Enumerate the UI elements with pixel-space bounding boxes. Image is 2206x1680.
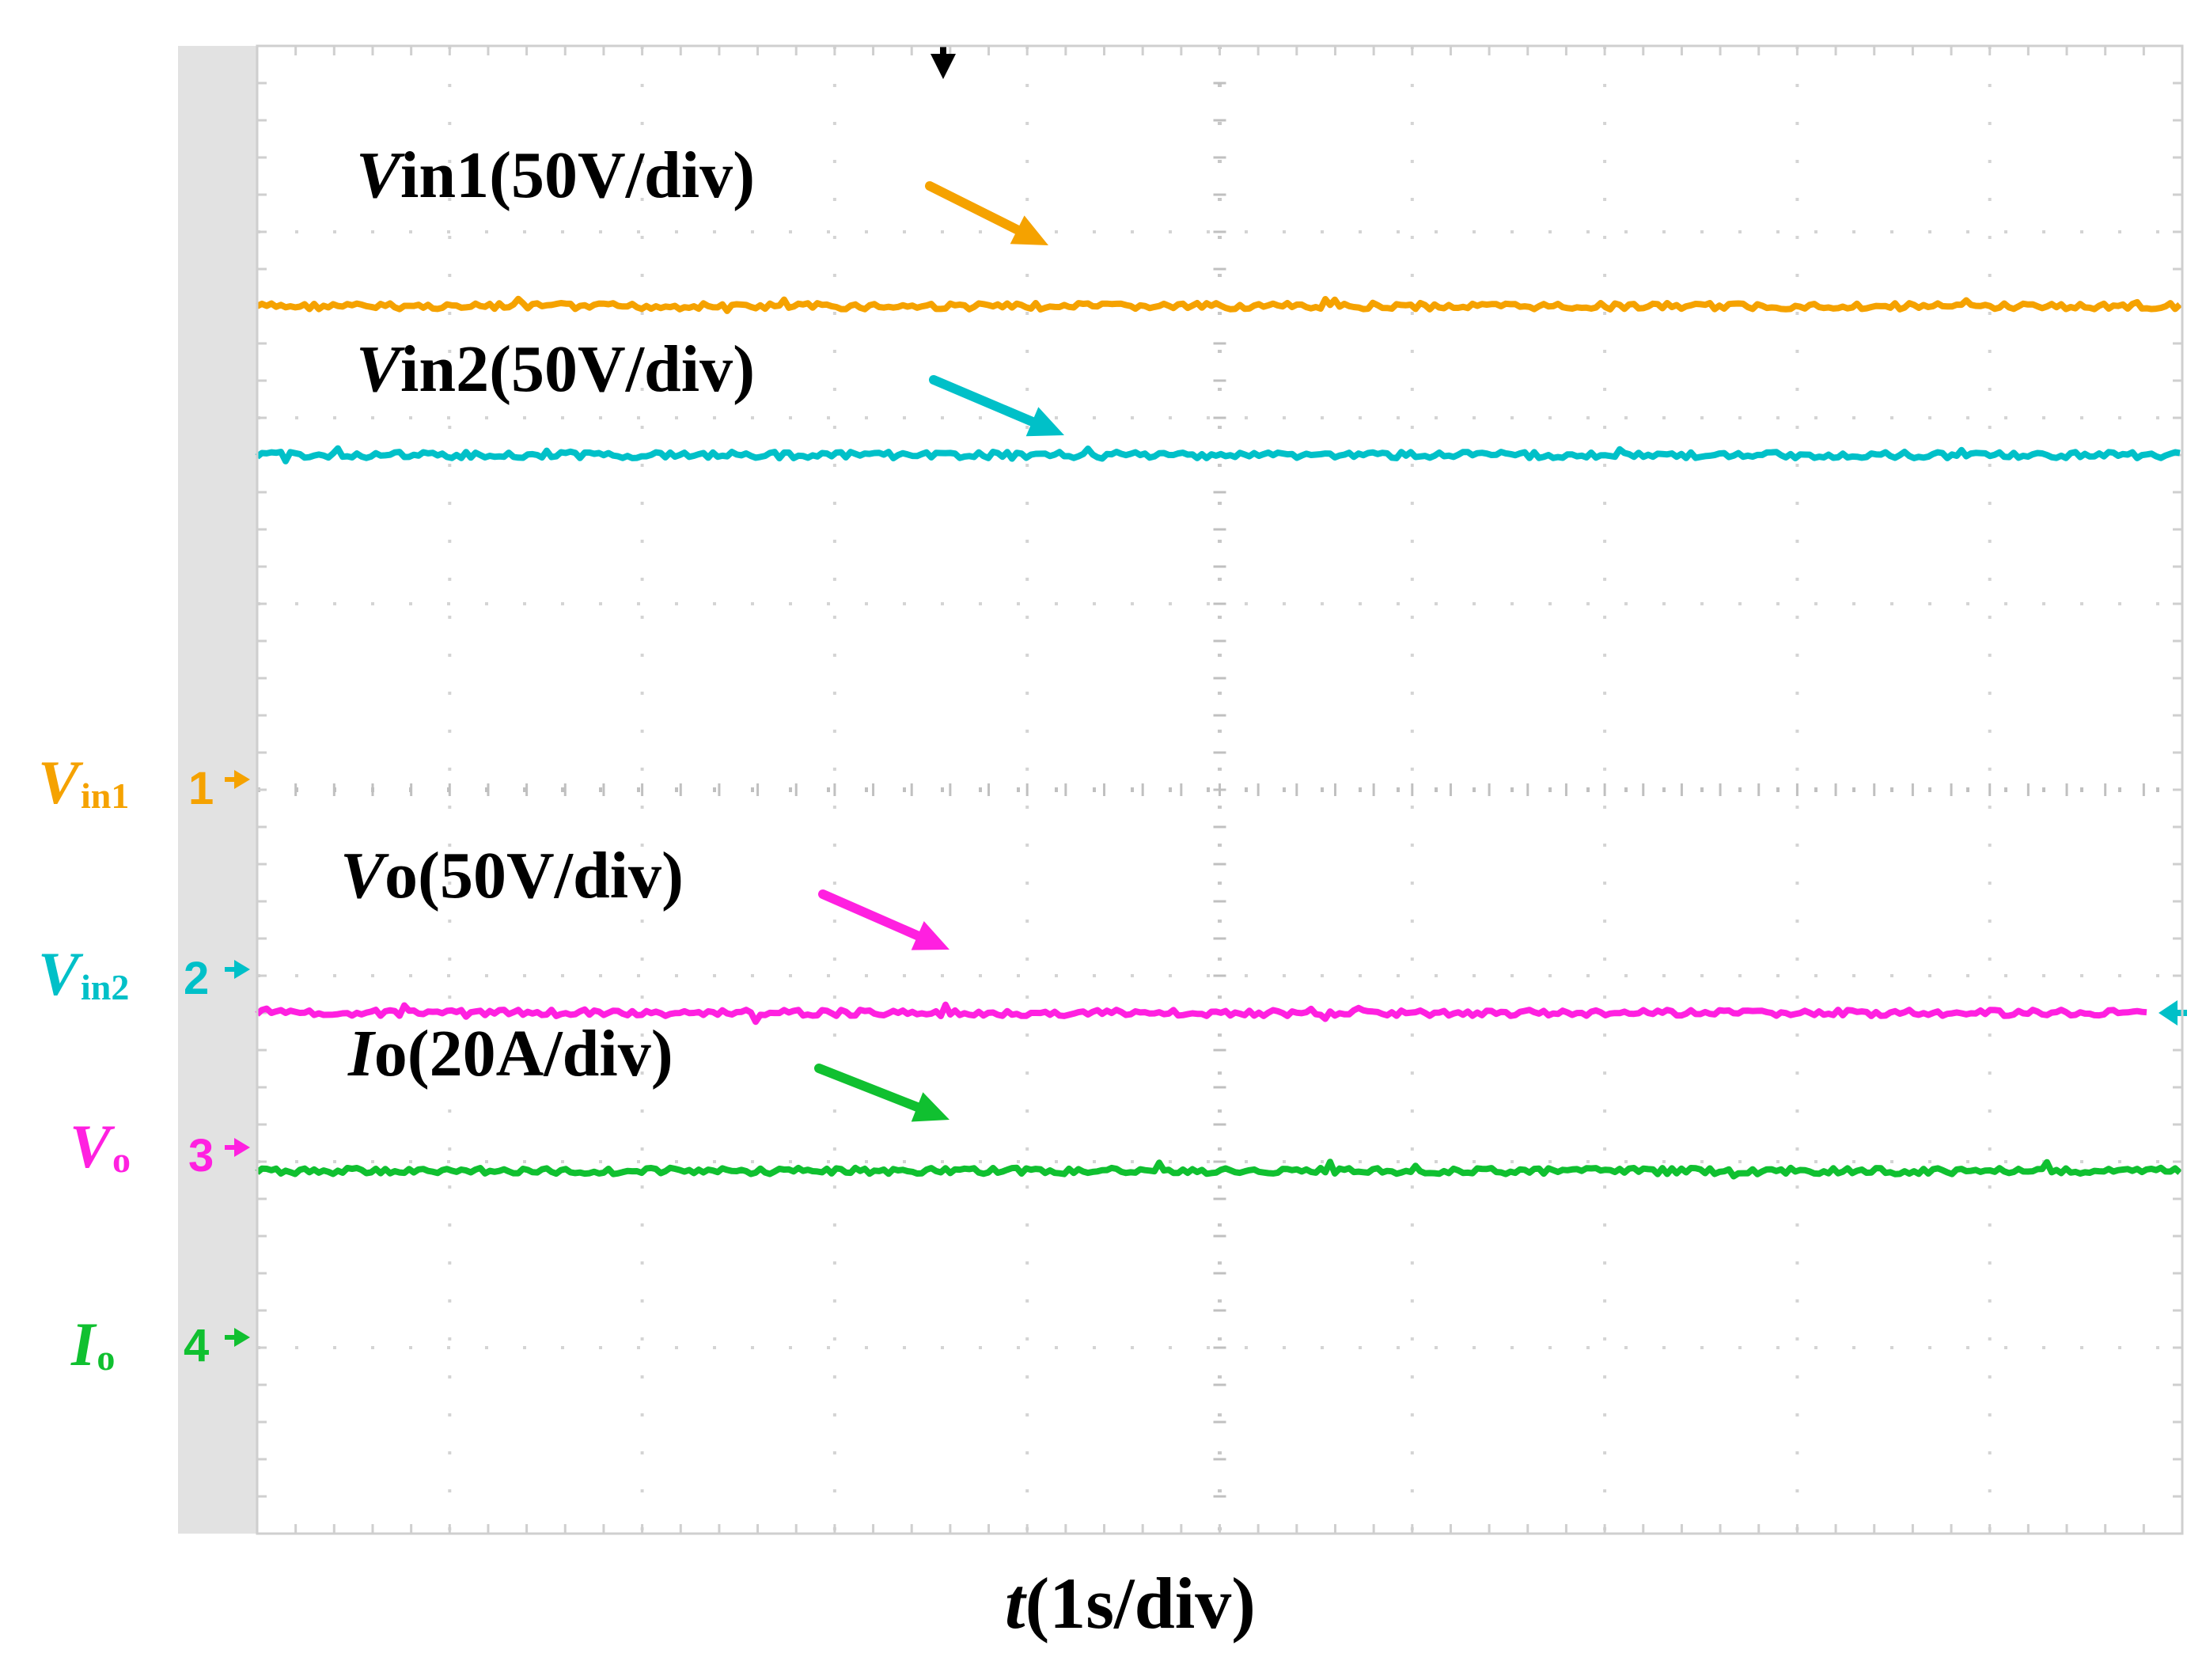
ground-marker-vin1 [234,770,250,789]
ground-marker-io [234,1328,250,1347]
arrow-vin1 [925,181,1022,235]
arrow-head-io [911,1092,949,1122]
arrow-io [814,1064,923,1112]
ground-marker-stem-vin2 [225,967,236,972]
trigger-level-marker [2159,1000,2178,1026]
trace-vin1 [256,295,2182,314]
ground-marker-stem-io [225,1335,236,1340]
label-arrows [814,181,1064,1122]
trace-io [255,1159,2182,1180]
trace-vin2 [255,445,2181,465]
x-axis-label: t(1s/div) [1005,1563,1256,1644]
channel-label-vin2: Vin2 [38,939,130,1008]
arrow-head-vo [911,921,949,950]
arrow-head-vin1 [1010,215,1048,245]
channel-number-2: 2 [184,953,210,1004]
left-gray-strip [178,46,257,1534]
ground-marker-vin2 [234,960,250,979]
label-vin2: Vin2(50V/div) [356,332,756,406]
trigger-position-icon [931,54,956,79]
label-vin1: Vin1(50V/div) [356,138,756,212]
channel-number-1: 1 [188,763,214,814]
channel-label-io: Io [71,1310,116,1379]
arrow-vo [818,889,923,941]
arrow-vin2 [929,375,1037,427]
channel-label-vin1: Vin1 [38,748,130,817]
ground-marker-vo [234,1138,250,1157]
channel-number-4: 4 [184,1320,210,1371]
channel-number-3: 3 [188,1130,214,1181]
traces [255,295,2182,1180]
ground-marker-stem-vo [225,1145,236,1150]
arrow-head-vin2 [1025,407,1064,437]
trace-vo [255,1001,2147,1026]
trigger-position-icon-stem [940,46,946,57]
ground-marker-stem-vin1 [225,777,236,782]
label-io: Io(20A/div) [348,1017,673,1090]
channel-markers [225,770,2187,1347]
channel-label-vo: Vo [70,1112,131,1181]
plot-border [256,44,2184,1535]
label-vo: Vo(50V/div) [340,839,684,912]
